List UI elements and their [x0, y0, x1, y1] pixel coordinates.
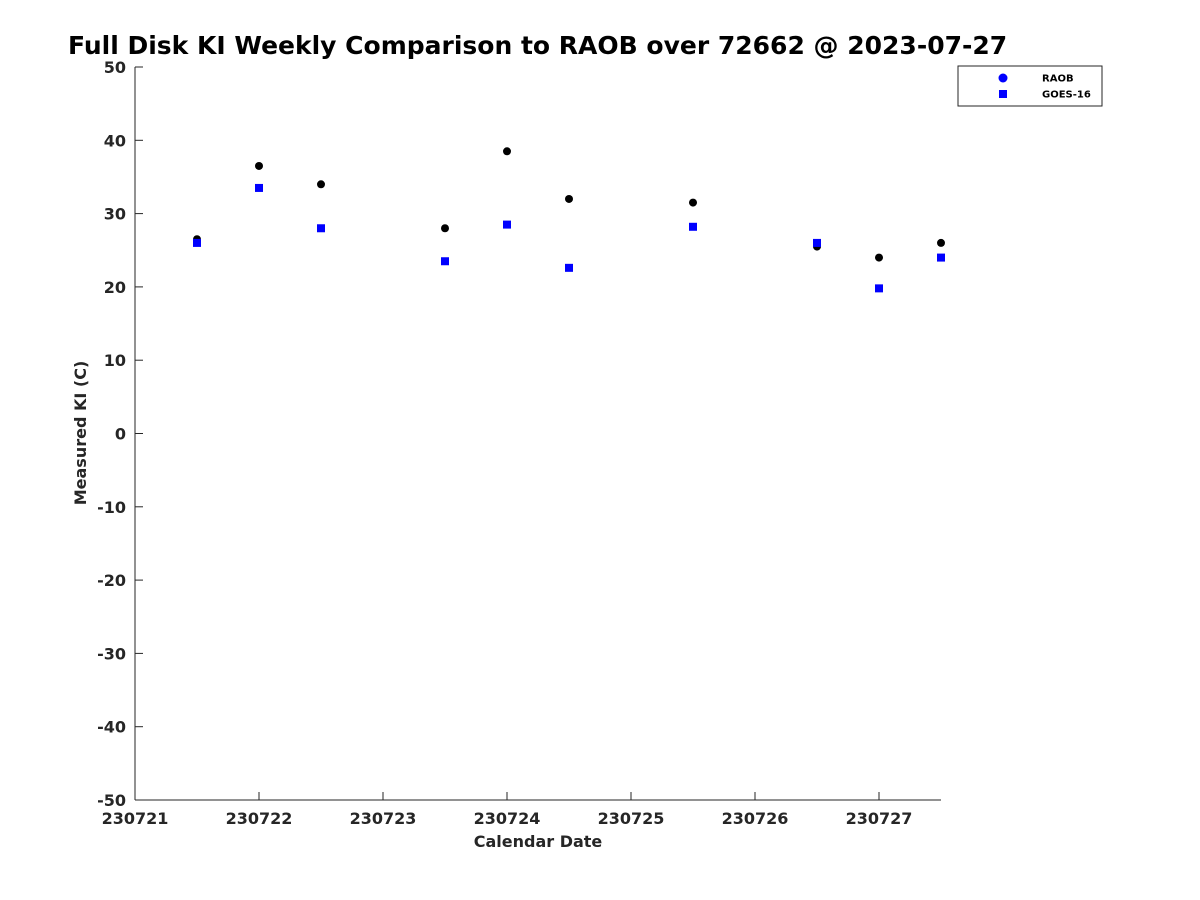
legend-goes16-label: GOES-16 [1042, 90, 1091, 101]
goes16-point [193, 238, 201, 247]
goes16-point [565, 263, 573, 272]
goes16-point [317, 224, 325, 233]
y-axis-label: Measured KI (C) [71, 361, 90, 506]
raob-point [689, 198, 697, 207]
legend-goes16-marker [999, 90, 1007, 98]
raob-point [503, 147, 511, 156]
goes16-point [689, 222, 697, 231]
goes16-point [813, 238, 821, 247]
axes [134, 67, 941, 801]
y-tick-label: 0 [115, 425, 126, 444]
y-tick-label: 50 [104, 58, 126, 77]
x-tick-label: 230727 [846, 809, 913, 828]
raob-point [317, 180, 325, 189]
data-points [193, 147, 945, 293]
y-tick-label: 30 [104, 205, 126, 224]
chart-title: Full Disk KI Weekly Comparison to RAOB o… [68, 31, 1007, 60]
x-tick-label: 230725 [598, 809, 665, 828]
x-tick-label: 230724 [474, 809, 541, 828]
x-tick-label: 230721 [102, 809, 169, 828]
legend-box [957, 65, 1103, 107]
y-tick-label: 20 [104, 278, 126, 297]
x-axis-label: Calendar Date [474, 832, 603, 851]
goes16-point [441, 257, 449, 266]
raob-point [875, 253, 883, 262]
y-tick-label: -10 [97, 498, 126, 517]
y-axis-ticks: -50 -40 -30 -20 -10 0 10 20 30 40 50 [97, 58, 143, 810]
goes16-point [937, 253, 945, 262]
y-tick-label: 40 [104, 131, 126, 150]
goes16-point [255, 183, 263, 192]
raob-point [255, 161, 263, 170]
x-tick-label: 230726 [722, 809, 789, 828]
raob-point [565, 194, 573, 203]
legend-raob-label: RAOB [1042, 74, 1074, 85]
y-tick-label: -30 [97, 644, 126, 663]
legend: RAOB GOES-16 [957, 65, 1103, 107]
x-tick-label: 230723 [350, 809, 417, 828]
y-tick-label: 10 [104, 351, 126, 370]
y-tick-label: -20 [97, 571, 126, 590]
y-tick-label: -50 [97, 791, 126, 810]
goes16-point [875, 284, 883, 293]
x-tick-label: 230722 [226, 809, 293, 828]
raob-point [441, 224, 449, 233]
y-tick-label: -40 [97, 718, 126, 737]
legend-raob-marker [998, 73, 1008, 83]
raob-point [937, 238, 945, 247]
x-axis-ticks: 230721 230722 230723 230724 230725 230726 2307… [102, 792, 913, 828]
goes16-point [503, 220, 511, 229]
